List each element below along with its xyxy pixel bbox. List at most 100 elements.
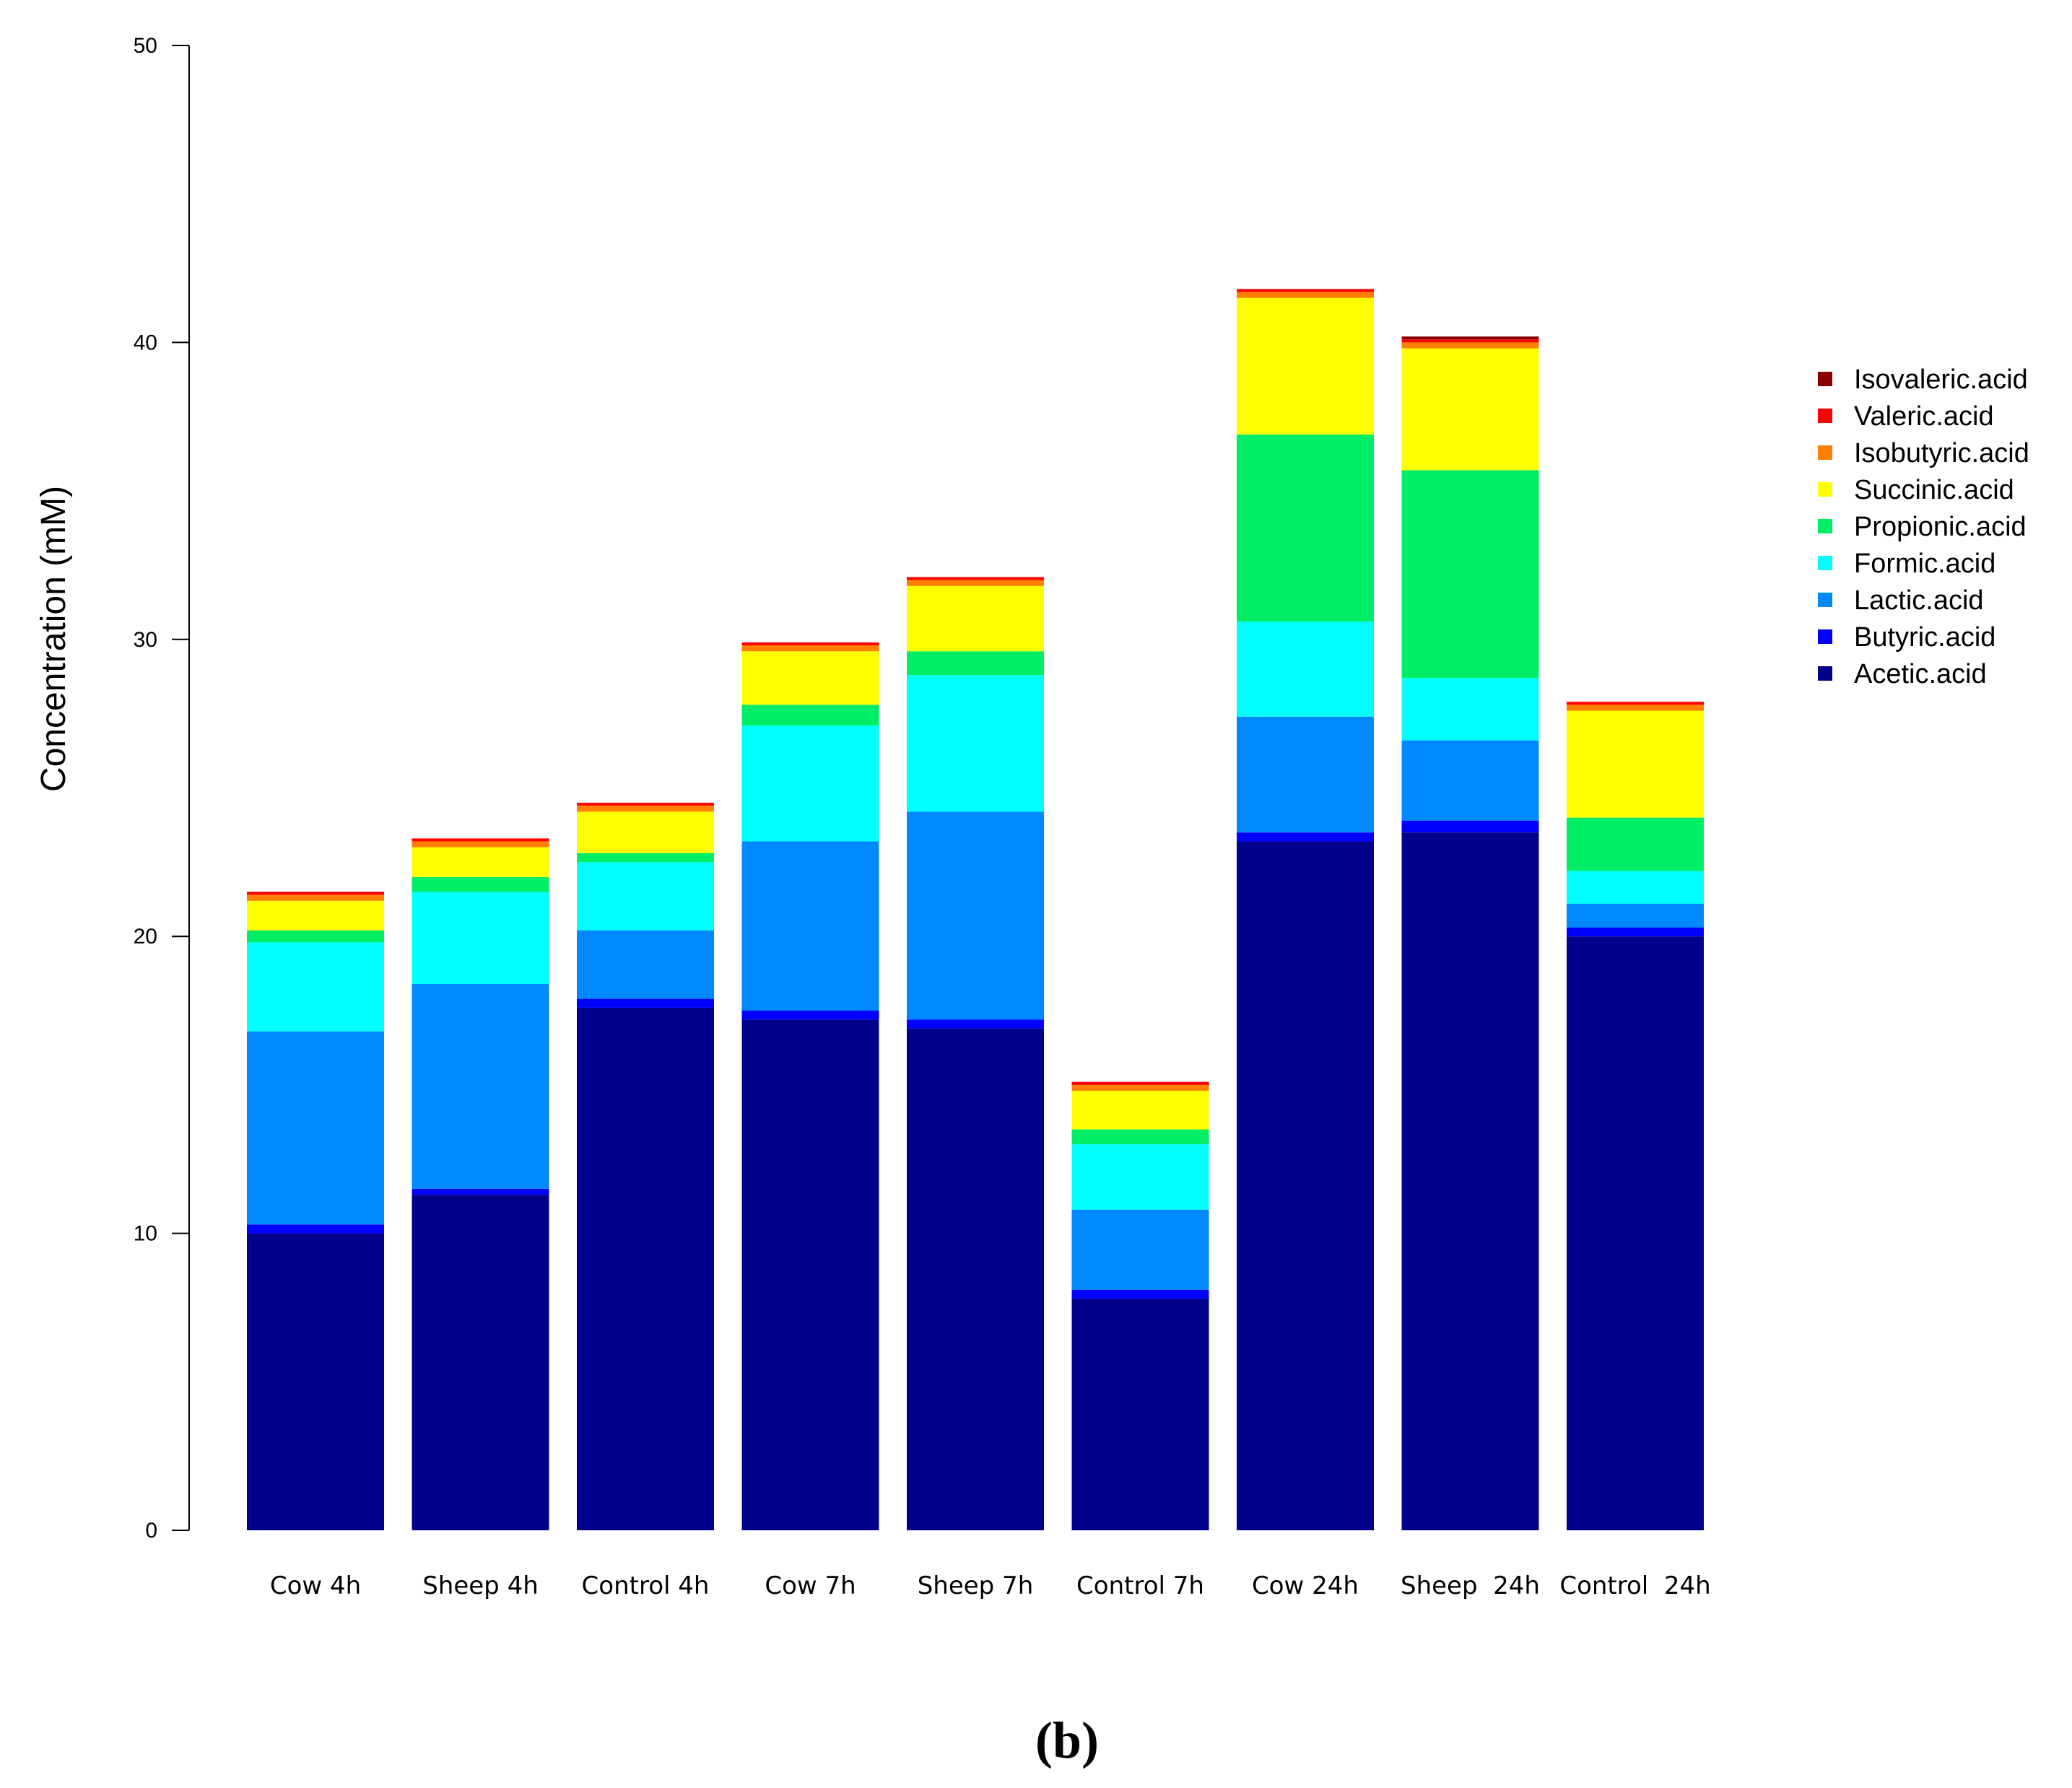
legend: Isovaleric.acid Valeric.acid Isobutyric.ac… — [1818, 365, 2029, 689]
bar-segment — [907, 675, 1044, 812]
bar-segment — [1567, 702, 1704, 705]
legend-label: Lactic.acid — [1854, 585, 1984, 616]
bar-segment — [741, 642, 879, 646]
x-category-label: Cow 4h — [270, 1571, 361, 1600]
bar-stack — [1071, 1081, 1209, 1530]
legend-label: Isovaleric.acid — [1854, 365, 2028, 395]
legend-item: Formic.acid — [1818, 549, 1995, 579]
bar-stack — [1567, 702, 1704, 1530]
bar-segment — [741, 1011, 879, 1020]
legend-label: Propionic.acid — [1854, 512, 2027, 542]
bar-segment — [1071, 1084, 1209, 1091]
bar-segment — [1071, 1144, 1209, 1210]
bar-segment — [577, 862, 714, 930]
bar-segment — [1237, 297, 1374, 435]
panel-label: (b) — [1035, 1711, 1099, 1769]
bar-segment — [577, 1007, 714, 1530]
legend-swatch — [1818, 666, 1832, 681]
bar-segment — [1567, 871, 1704, 904]
bars-group — [247, 289, 1704, 1530]
bar-segment — [247, 1224, 384, 1234]
y-tick-label: 10 — [134, 1222, 157, 1246]
y-tick-label: 30 — [134, 628, 157, 652]
bar-segment — [1401, 470, 1539, 679]
bar-segment — [412, 841, 549, 847]
bar-segment — [1071, 1299, 1209, 1530]
bar-segment — [1237, 832, 1374, 842]
bar-segment — [412, 1188, 549, 1195]
bar-segment — [1401, 832, 1539, 1530]
bar-stack — [412, 838, 549, 1530]
bar-segment — [577, 998, 714, 1008]
bar-segment — [577, 930, 714, 999]
y-tick-label: 40 — [134, 331, 157, 354]
bar-segment — [247, 1233, 384, 1530]
legend-label: Isobutyric.acid — [1854, 438, 2029, 468]
bar-segment — [1237, 434, 1374, 622]
bar-segment — [1567, 705, 1704, 711]
bar-segment — [741, 841, 879, 1011]
bar-segment — [247, 891, 384, 895]
x-category-label: Control 7h — [1076, 1571, 1204, 1600]
x-category-label: Control 4h — [582, 1571, 710, 1600]
category-labels: Cow 4h Sheep 4h Control 4h Cow 7h Sheep 7h Co… — [270, 1571, 1711, 1600]
bar-segment — [741, 1019, 879, 1530]
legend-swatch — [1818, 372, 1832, 386]
legend-label: Succinic.acid — [1854, 475, 2014, 505]
bar-stack — [247, 891, 384, 1530]
y-tick-label: 20 — [134, 925, 157, 948]
bar-segment — [577, 811, 714, 854]
bar-stack — [907, 577, 1044, 1530]
bar-segment — [1071, 1209, 1209, 1290]
legend-item: Propionic.acid — [1818, 512, 2027, 542]
bar-segment — [1401, 336, 1539, 340]
bar-segment — [1071, 1091, 1209, 1130]
legend-item: Succinic.acid — [1818, 475, 2014, 505]
bar-segment — [577, 803, 714, 806]
bar-segment — [412, 1195, 549, 1530]
bar-stack — [577, 803, 714, 1530]
bar-segment — [907, 580, 1044, 586]
x-category-label: Sheep 7h — [918, 1571, 1034, 1600]
bar-stack — [1237, 289, 1374, 1530]
bar-segment — [577, 853, 714, 863]
legend-item: Lactic.acid — [1818, 585, 1984, 616]
legend-swatch — [1818, 482, 1832, 497]
legend-label: Acetic.acid — [1854, 659, 1987, 689]
bar-segment — [247, 1031, 384, 1225]
bar-segment — [1567, 936, 1704, 1530]
bar-segment — [1237, 622, 1374, 717]
legend-item: Isovaleric.acid — [1818, 365, 2028, 395]
bar-segment — [412, 838, 549, 842]
bar-stack — [1401, 336, 1539, 1530]
x-category-label: Sheep 24h — [1401, 1571, 1540, 1600]
bar-segment — [577, 806, 714, 812]
x-category-label: Cow 24h — [1252, 1571, 1359, 1600]
bar-segment — [1237, 292, 1374, 298]
bar-segment — [1237, 289, 1374, 292]
bar-segment — [741, 705, 879, 726]
bar-segment — [247, 930, 384, 943]
bar-segment — [1071, 1129, 1209, 1145]
legend-item: Butyric.acid — [1818, 622, 1995, 653]
bar-segment — [907, 577, 1044, 580]
x-category-label: Cow 7h — [765, 1571, 856, 1600]
bar-segment — [1567, 817, 1704, 871]
bar-segment — [1401, 348, 1539, 471]
bar-segment — [1401, 342, 1539, 349]
bar-segment — [1071, 1289, 1209, 1299]
legend-swatch — [1818, 445, 1832, 460]
y-tick-label: 0 — [145, 1519, 157, 1543]
legend-label: Formic.acid — [1854, 549, 1995, 579]
bar-stack — [741, 642, 879, 1530]
bar-segment — [741, 725, 879, 842]
bar-segment — [907, 811, 1044, 1020]
bar-segment — [741, 645, 879, 652]
legend-swatch — [1818, 629, 1832, 644]
bar-segment — [1567, 710, 1704, 818]
y-axis: 0 10 20 30 40 50 — [134, 34, 190, 1543]
bar-segment — [1401, 678, 1539, 741]
legend-item: Acetic.acid — [1818, 659, 1987, 689]
x-category-label: Sheep 4h — [422, 1571, 539, 1600]
legend-swatch — [1818, 556, 1832, 570]
